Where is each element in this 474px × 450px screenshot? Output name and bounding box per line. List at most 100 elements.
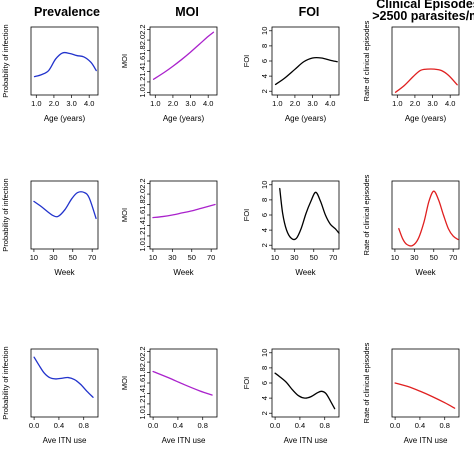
panel-r1c3: 10 30 50 70 Week Rate of clinical episodes [362,174,460,277]
panel-r2c0-xlabel: Ave ITN use [43,436,87,445]
panel-r1c1-ytick-label: 1.2 [138,231,147,241]
panel-r1c3-xtick-label: 10 [391,253,399,262]
panel-r0c2-ytick-label: 8 [260,44,269,48]
panel-r1c2-xtick-label: 70 [329,253,337,262]
panel-r1c3-ylabel: Rate of clinical episodes [362,174,371,255]
panel-r2c1-xtick-label: 0.4 [173,421,183,430]
panel-r2c1-ytick-label: 2.0 [138,357,147,367]
panel-r2c1: 0.0 0.4 0.8 1.01.21.41.61.82.02.2 Ave ITN us… [120,346,218,445]
panel-r1c0-xtick-label: 10 [30,253,38,262]
panels: 1.0 2.0 3.0 4.0 Age (years) Probability of in… [1,20,460,445]
panel-r0c3-xtick-label: 2.0 [410,99,420,108]
panel-r1c1-xtick-label: 10 [149,253,157,262]
panel-r1c2-ytick-label: 4 [260,228,269,232]
panel-r2c1-xtick-label: 0.8 [198,421,208,430]
column-title-clinical-line2: >2500 parasites/ml [372,9,474,23]
panel-r2c2-series-line [274,372,336,410]
panel-r1c2-ytick-label: 8 [260,198,269,202]
panel-r0c0-frame [30,26,99,96]
panel-r0c1-xlabel: Age (years) [163,114,205,123]
panel-r0c1-ytick-label: 1.8 [138,45,147,55]
panel-r1c1-ytick-label: 2.0 [138,189,147,199]
column-title-clinical: Clinical Episodes >2500 parasites/ml [372,0,474,23]
panel-r1c2-xtick-label: 30 [290,253,298,262]
panel-r2c2: 0.0 0.4 0.8 2 4 6 8 10 Ave ITN use FOI [242,348,340,445]
column-title-clinical-line1: Clinical Episodes [376,0,474,11]
panel-r2c3-xtick-label: 0.4 [415,421,425,430]
panel-r0c0-xtick-label: 4.0 [84,99,94,108]
panel-r2c2-ytick-label: 2 [260,411,269,415]
panel-r0c3: 1.0 2.0 3.0 4.0 Age (years) Rate of clinical … [362,20,460,123]
panel-r1c1-ytick-label: 1.4 [138,220,147,230]
column-title-prevalence: Prevalence [34,5,100,19]
panel-r0c1-ylabel: MOI [120,54,129,68]
panel-r0c1-xtick-label: 2.0 [168,99,178,108]
column-title-moi: MOI [175,5,199,19]
panel-r2c2-ytick-label: 10 [260,349,269,357]
panel-r0c1-ytick-label: 2.0 [138,35,147,45]
panel-r1c3-frame [391,180,460,250]
panel-r0c3-frame [391,26,460,96]
panel-r2c2-xtick-label: 0.8 [320,421,330,430]
panel-r2c1-ytick-label: 1.4 [138,388,147,398]
panel-r1c3-xtick-label: 50 [430,253,438,262]
panel-r2c1-ytick-label: 1.6 [138,378,147,388]
panel-r2c3-xtick-label: 0.0 [390,421,400,430]
panel-r2c3-series-line [394,382,456,409]
panel-r1c3-xtick-label: 70 [449,253,457,262]
panel-r1c0-frame [30,180,99,250]
panel-r0c0: 1.0 2.0 3.0 4.0 Age (years) Probability of in… [1,24,99,123]
panel-r1c1-xtick-label: 30 [168,253,176,262]
panel-r1c1-ytick-label: 1.8 [138,199,147,209]
panel-r0c1-ytick-label: 1.0 [138,87,147,97]
panel-r1c3-xtick-label: 30 [410,253,418,262]
panel-r0c2-xtick-label: 4.0 [325,99,335,108]
panel-r1c1-ytick-label: 1.6 [138,210,147,220]
panel-r0c1-ytick-label: 2.2 [138,24,147,34]
panel-r2c1-ytick-label: 1.0 [138,409,147,419]
panel-r0c3-ylabel: Rate of clinical episodes [362,20,371,101]
panel-r2c3: 0.0 0.4 0.8 Ave ITN use Rate of clinical epi… [362,342,460,445]
panel-r0c3-series-line [394,68,458,93]
panel-r2c0-xtick-label: 0.0 [29,421,39,430]
panel-r1c3-xlabel: Week [415,268,436,277]
panel-r2c1-xtick-label: 0.0 [148,421,158,430]
panel-r2c0-series-line [33,356,94,398]
panel-r0c0-ylabel: Probability of infection [1,24,10,97]
panel-r0c3-xlabel: Age (years) [405,114,447,123]
panel-r0c0-xtick-label: 2.0 [49,99,59,108]
panel-r1c2-ytick-label: 2 [260,243,269,247]
column-title-foi: FOI [299,5,320,19]
panel-r1c1-ylabel: MOI [120,208,129,222]
panel-r0c0-series-line [33,51,97,78]
panel-r2c1-xlabel: Ave ITN use [162,436,206,445]
panel-r2c2-frame [271,348,340,418]
panel-r0c1-ytick-label: 1.2 [138,77,147,87]
panel-r1c1-ytick-label: 2.2 [138,178,147,188]
panel-r2c1-frame [149,348,218,418]
panel-r0c2-ytick-label: 6 [260,59,269,63]
panel-r2c2-ytick-label: 8 [260,366,269,370]
panel-r2c3-xtick-label: 0.8 [440,421,450,430]
panel-r1c1-frame [149,180,218,250]
panel-r2c3-frame [391,348,460,418]
panel-r2c2-xlabel: Ave ITN use [284,436,328,445]
panel-r0c2-xtick-label: 1.0 [272,99,282,108]
panel-r0c1-ytick-label: 1.4 [138,66,147,76]
panel-r0c1-xtick-label: 3.0 [185,99,195,108]
panel-r2c1-ytick-label: 1.8 [138,367,147,377]
panel-r2c1-ylabel: MOI [120,376,129,390]
panel-r2c1-ytick-label: 2.2 [138,346,147,356]
panel-r0c0-xlabel: Age (years) [44,114,86,123]
panel-r1c1-series-line [152,203,216,219]
panel-r0c2-ylabel: FOI [242,55,251,68]
panel-r1c3-series-line [398,190,459,247]
panel-r1c2-xlabel: Week [295,268,316,277]
panel-r1c0-xtick-label: 70 [88,253,96,262]
panel-r2c0-xtick-label: 0.8 [79,421,89,430]
panel-r1c0-xtick-label: 50 [69,253,77,262]
panel-r0c1-xtick-label: 4.0 [203,99,213,108]
panel-r1c0-ylabel: Probability of infection [1,178,10,251]
panel-r2c3-xlabel: Ave ITN use [404,436,448,445]
